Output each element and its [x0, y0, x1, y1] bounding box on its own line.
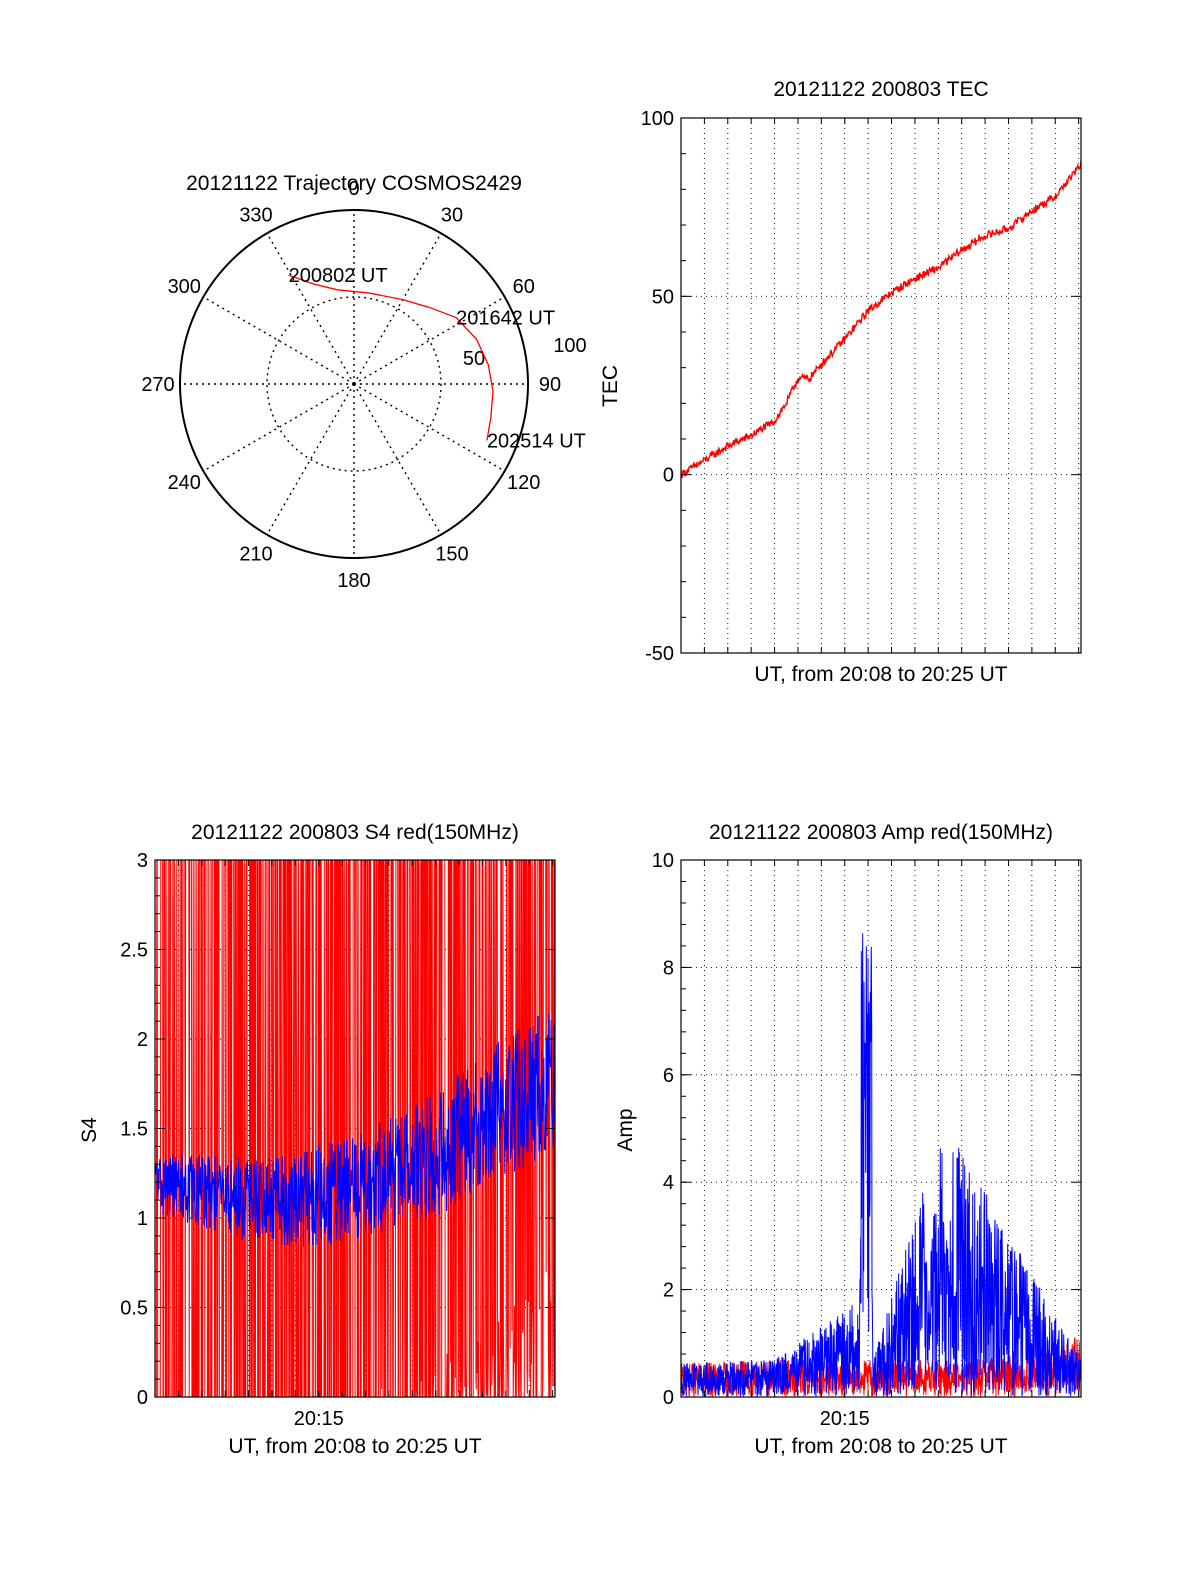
amp-series — [680, 933, 1082, 1399]
amp-xlabel: UT, from 20:08 to 20:25 UT — [754, 1435, 1007, 1458]
azimuth-label-30: 30 — [441, 204, 463, 226]
azimuth-label-150: 150 — [435, 544, 468, 566]
trajectory-title: 20121122 Trajectory COSMOS2429 — [186, 172, 522, 195]
amp-plot-frame — [680, 859, 1082, 1398]
polar-ring-50 — [266, 296, 442, 472]
ytick-label-1: 0 — [663, 465, 674, 487]
ytick-label-2: 50 — [652, 286, 674, 308]
polar-spoke-330 — [266, 232, 355, 385]
radial-label-50: 50 — [463, 348, 485, 370]
ytick-label-3: 6 — [663, 1065, 674, 1087]
radial-label-100: 100 — [553, 335, 586, 357]
polar-spoke-300 — [202, 296, 355, 385]
ytick-label-0: -50 — [645, 643, 674, 665]
polar-spoke-150 — [353, 383, 442, 536]
ytick-label-0: 0 — [137, 1387, 148, 1409]
azimuth-label-0: 0 — [348, 178, 359, 200]
ytick-label-4: 2 — [137, 1029, 148, 1051]
ytick-label-4: 8 — [663, 957, 674, 979]
trajectory-line — [288, 274, 494, 441]
polar-spoke-210 — [266, 383, 355, 536]
ytick-label-2: 1 — [137, 1208, 148, 1230]
s4-xlabel: UT, from 20:08 to 20:25 UT — [228, 1435, 481, 1458]
xtick-label-0: 20:15 — [294, 1408, 344, 1430]
ytick-label-1: 2 — [663, 1280, 674, 1302]
s4-series-blue — [154, 1014, 556, 1247]
s4-chart: 20121122 200803 S4 red(150MHz) 0 0.5 1 1.5 2… — [78, 821, 556, 1458]
azimuth-labels: 0 30 60 90 120 150 180 210 240 270 300 330 — [141, 178, 561, 592]
ytick-label-6: 3 — [137, 850, 148, 872]
ytick-label-1: 0.5 — [120, 1298, 148, 1320]
s4-title: 20121122 200803 S4 red(150MHz) — [191, 821, 519, 844]
polar-grid — [180, 210, 528, 558]
s4-series — [154, 859, 556, 1398]
azimuth-label-300: 300 — [168, 276, 201, 298]
ytick-label-5: 10 — [652, 850, 674, 872]
tec-grid — [681, 118, 1081, 653]
annotation-time-1: 201642 UT — [456, 308, 555, 330]
tec-chart: 20121122 200803 TEC -50 0 50 100 UT, from 2… — [599, 78, 1082, 686]
satellite-track — [288, 274, 494, 441]
amp-ylabel: Amp — [614, 1108, 637, 1151]
azimuth-label-90: 90 — [539, 374, 561, 396]
s4-ylabel: S4 — [78, 1117, 101, 1143]
s4-axis-ticks: 0 0.5 1 1.5 2 2.5 3 20:15 — [120, 850, 555, 1430]
azimuth-label-180: 180 — [337, 570, 370, 592]
polar-outer-ring — [179, 209, 529, 559]
ytick-label-5: 2.5 — [120, 940, 148, 962]
amp-chart: 20121122 200803 Amp red(150MHz) 0 2 4 6 8 10 2… — [614, 821, 1082, 1458]
polar-spoke-30 — [353, 232, 442, 385]
xtick-label-0: 20:15 — [820, 1408, 870, 1430]
azimuth-label-330: 330 — [239, 204, 272, 226]
track-annotations: 200802 UT 201642 UT 202514 UT — [289, 265, 586, 452]
azimuth-label-60: 60 — [513, 276, 535, 298]
amp-grid — [681, 860, 1081, 1397]
tec-series-red — [680, 160, 1082, 479]
tec-title: 20121122 200803 TEC — [773, 78, 988, 101]
azimuth-label-120: 120 — [507, 472, 540, 494]
tec-plot-frame — [680, 117, 1082, 654]
annotation-time-2: 202514 UT — [487, 430, 586, 452]
tec-axis-ticks: -50 0 50 100 — [641, 108, 1081, 665]
azimuth-label-270: 270 — [141, 374, 174, 396]
trajectory-polar-chart: 20121122 Trajectory COSMOS2429 0 30 60 90 12… — [141, 172, 586, 592]
amp-axis-ticks: 0 2 4 6 8 10 20:15 — [652, 850, 1081, 1430]
tec-ylabel: TEC — [599, 365, 622, 407]
ytick-label-0: 0 — [663, 1387, 674, 1409]
polar-spoke-240 — [202, 383, 355, 472]
annotation-time-0: 200802 UT — [289, 265, 388, 287]
ytick-label-3: 100 — [641, 108, 674, 130]
amp-series-blue — [680, 933, 1082, 1398]
ytick-label-3: 1.5 — [120, 1119, 148, 1141]
azimuth-label-210: 210 — [239, 544, 272, 566]
ytick-label-2: 4 — [663, 1172, 674, 1194]
amp-title: 20121122 200803 Amp red(150MHz) — [709, 821, 1053, 844]
tec-series — [680, 160, 1082, 479]
polar-spoke-120 — [353, 383, 506, 472]
polar-spoke-60 — [353, 296, 506, 385]
tec-xlabel: UT, from 20:08 to 20:25 UT — [754, 663, 1007, 686]
azimuth-label-240: 240 — [168, 472, 201, 494]
